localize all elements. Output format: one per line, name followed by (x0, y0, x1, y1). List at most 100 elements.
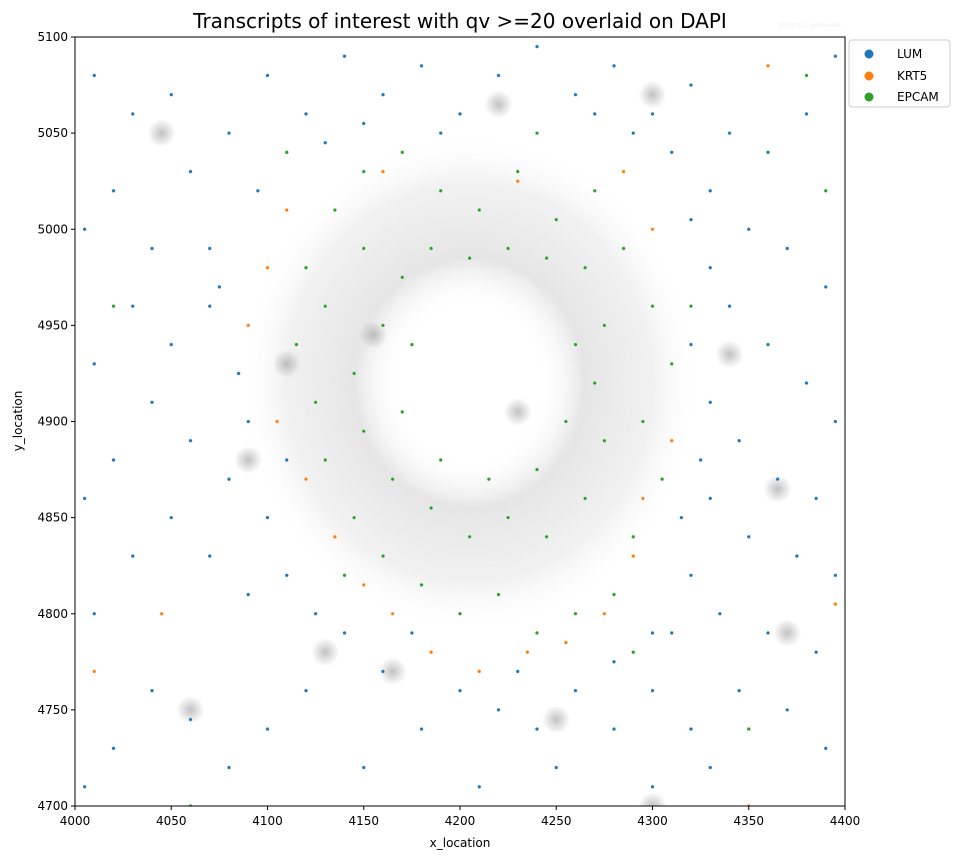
y-axis-label: y_location (11, 391, 25, 452)
point-lum (814, 650, 819, 655)
point-lum (284, 573, 289, 578)
point-lum (737, 688, 742, 693)
point-epcam (381, 323, 385, 328)
point-lum (689, 573, 693, 578)
point-lum (111, 188, 116, 193)
point-lum (689, 342, 693, 347)
point-lum (612, 659, 616, 664)
point-lum (246, 592, 251, 597)
point-lum (612, 727, 616, 732)
point-epcam (592, 188, 597, 193)
point-epcam (554, 217, 559, 222)
point-epcam (400, 409, 405, 414)
point-epcam (438, 458, 443, 462)
point-epcam (689, 304, 693, 309)
x-tick-label: 4300 (637, 814, 668, 828)
point-lum (804, 381, 809, 385)
point-epcam (535, 467, 539, 472)
point-lum (794, 554, 799, 559)
point-epcam (458, 611, 462, 616)
point-lum (188, 169, 193, 174)
point-lum (419, 63, 424, 68)
point-epcam (602, 438, 607, 443)
point-lum (169, 515, 174, 520)
point-epcam (467, 534, 472, 539)
point-lum (409, 631, 414, 635)
chart-title: Transcripts of interest with qv >=20 ove… (192, 9, 727, 33)
dapi-nucleus (638, 792, 667, 806)
point-lum (785, 707, 790, 712)
point-lum (92, 611, 97, 616)
point-krt5 (92, 669, 97, 674)
point-epcam (304, 265, 308, 270)
point-lum (236, 371, 241, 376)
point-epcam (650, 304, 655, 309)
point-epcam (506, 515, 511, 520)
point-lum (265, 73, 270, 78)
point-lum (188, 717, 193, 722)
x-axis-label: x_location (430, 836, 491, 850)
point-lum (207, 554, 212, 559)
point-lum (217, 284, 222, 289)
point-epcam (323, 458, 328, 462)
point-krt5 (515, 179, 520, 184)
point-epcam (332, 208, 337, 212)
point-lum (833, 419, 838, 424)
point-epcam (409, 342, 414, 347)
y-tick-label: 4800 (37, 607, 68, 621)
point-epcam (631, 650, 636, 655)
point-epcam (313, 400, 318, 405)
point-epcam (400, 150, 405, 155)
y-tick-label: 4750 (37, 703, 68, 717)
point-lum (130, 554, 135, 559)
point-krt5 (640, 496, 645, 501)
dapi-nucleus (378, 657, 407, 686)
point-epcam (294, 342, 299, 347)
point-lum (708, 188, 713, 193)
point-lum (227, 131, 231, 136)
point-epcam (563, 419, 568, 424)
point-lum (284, 458, 289, 462)
y-tick-label: 5000 (37, 222, 68, 236)
point-lum (669, 631, 674, 635)
point-epcam (631, 534, 636, 539)
point-lum (313, 611, 318, 616)
dapi-nucleus (773, 618, 802, 647)
x-tick-label: 4150 (348, 814, 379, 828)
point-epcam (284, 150, 289, 155)
point-epcam (486, 477, 491, 482)
point-krt5 (159, 611, 164, 616)
point-krt5 (477, 669, 482, 674)
point-lum (150, 688, 154, 693)
y-tick-label: 5100 (37, 30, 68, 44)
point-epcam (438, 188, 443, 193)
point-lum (381, 669, 385, 674)
point-lum (669, 150, 674, 155)
point-lum (650, 111, 655, 116)
point-lum (82, 784, 87, 789)
point-epcam (400, 275, 405, 280)
point-epcam (390, 477, 395, 482)
point-epcam (602, 323, 607, 328)
point-epcam (429, 246, 434, 251)
point-lum (535, 727, 539, 732)
point-lum (708, 765, 713, 770)
point-krt5 (650, 227, 655, 232)
point-lum (438, 131, 443, 136)
point-lum (717, 611, 722, 616)
x-tick-label: 4350 (733, 814, 764, 828)
point-lum (823, 284, 828, 289)
point-lum (458, 111, 462, 116)
point-lum (573, 92, 578, 97)
point-krt5 (275, 419, 280, 424)
point-epcam (477, 208, 482, 212)
point-lum (775, 477, 780, 482)
y-tick-label: 5050 (37, 126, 68, 140)
dapi-nucleus (484, 90, 513, 119)
point-lum (766, 342, 770, 347)
point-lum (265, 515, 270, 520)
point-lum (766, 150, 770, 155)
dapi-nucleus (272, 349, 301, 378)
point-krt5 (390, 611, 395, 616)
